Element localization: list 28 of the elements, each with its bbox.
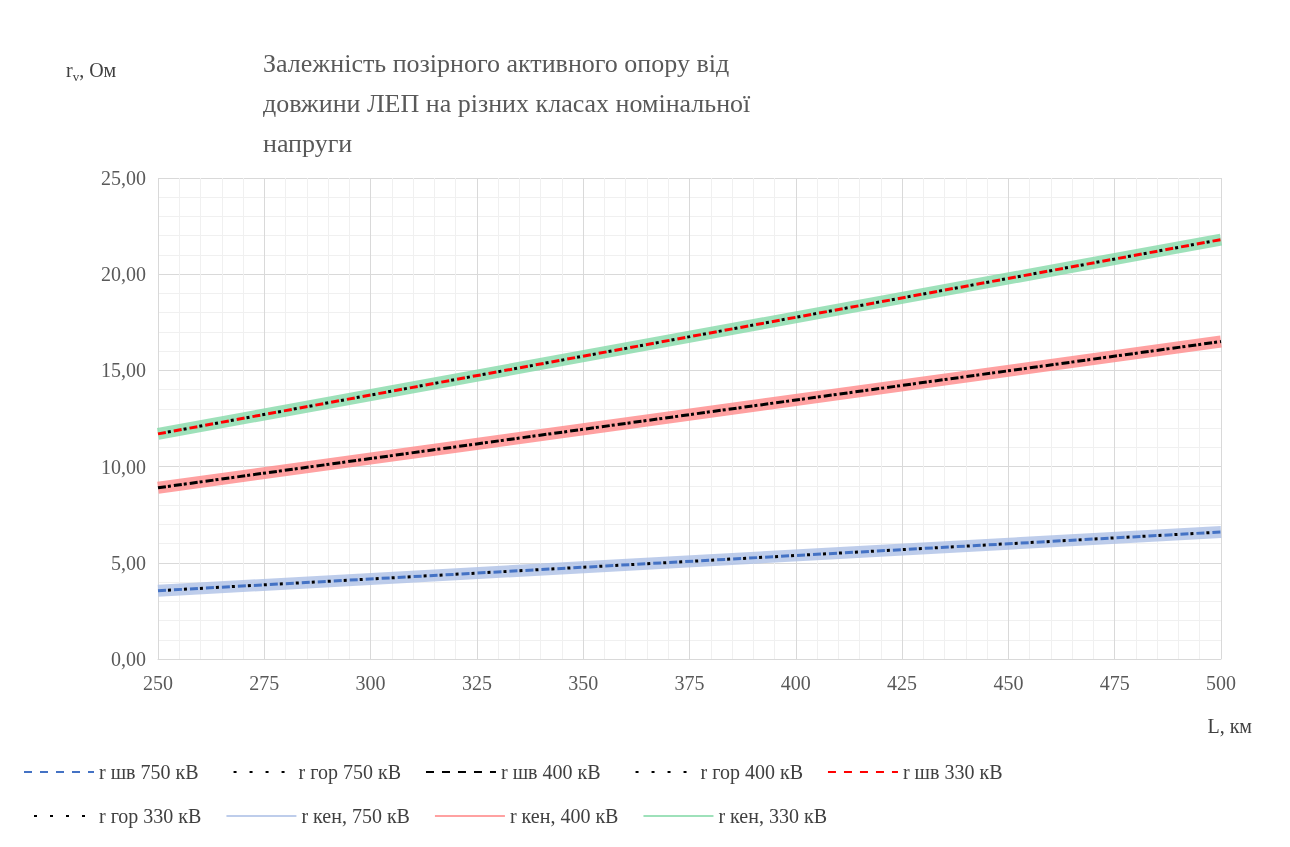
x-tick-label: 425 [887, 672, 918, 694]
y-tick-label: 25,00 [101, 167, 146, 189]
x-tick-label: 250 [143, 672, 173, 694]
legend-label: r шв 400 кВ [500, 761, 601, 783]
x-tick-label: 375 [674, 672, 705, 694]
x-tick-label: 500 [1206, 672, 1236, 694]
legend-label: r шв 750 кВ [99, 761, 199, 783]
chart-title: Залежність позірного активного опору від довжини ЛЕП на різних класах номінальної напруги [263, 48, 757, 158]
legend-label: r гор 400 кВ [700, 761, 803, 784]
legend-label: r гор 330 кВ [99, 805, 202, 828]
x-axis-title: L, км [1207, 715, 1253, 737]
x-tick-label: 275 [249, 672, 280, 694]
y-tick-label: 10,00 [101, 455, 146, 478]
y-tick-label: 0,00 [111, 648, 146, 670]
y-tick-label: 15,00 [101, 359, 146, 382]
legend-label: r кен, 400 кВ [509, 805, 619, 827]
legend-label: r кен, 330 кВ [718, 805, 827, 827]
legend-label: r кен, 750 кВ [301, 805, 410, 827]
x-tick-label: 400 [780, 672, 811, 694]
x-tick-label: 350 [568, 672, 599, 694]
x-tick-label: 450 [993, 672, 1024, 694]
legend-label: r шв 330 кВ [902, 761, 1003, 783]
x-tick-label: 475 [1099, 672, 1130, 694]
y-tick-label: 20,00 [101, 263, 146, 286]
legend-label: r гор 750 кВ [298, 761, 401, 784]
x-tick-label: 325 [461, 672, 492, 694]
y-tick-label: 5,00 [111, 551, 146, 574]
x-tick-label: 300 [355, 672, 386, 694]
